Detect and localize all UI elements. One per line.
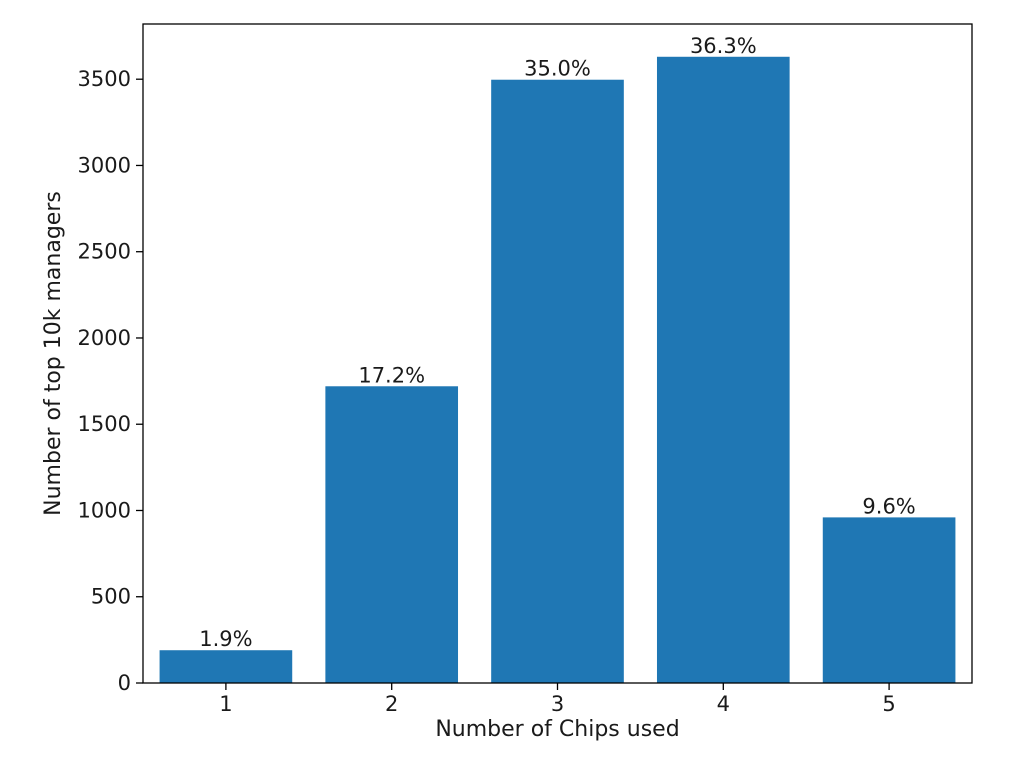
data-label-3: 35.0% — [524, 57, 591, 81]
y-tick-label-0: 0 — [118, 671, 131, 695]
bar-2 — [325, 386, 458, 683]
y-tick-label-2500: 2500 — [78, 240, 131, 264]
data-label-2: 17.2% — [358, 363, 425, 387]
y-tick-label-2000: 2000 — [78, 326, 131, 350]
bar-4 — [657, 57, 790, 683]
data-label-4: 36.3% — [690, 34, 757, 58]
x-tick-label-4: 4 — [717, 692, 730, 716]
y-tick-label-1500: 1500 — [78, 412, 131, 436]
y-axis-title: Number of top 10k managers — [41, 191, 66, 516]
y-tick-label-1000: 1000 — [78, 498, 131, 522]
bar-3 — [491, 80, 624, 683]
x-tick-label-1: 1 — [219, 692, 232, 716]
y-tick-label-3000: 3000 — [78, 153, 131, 177]
y-tick-label-3500: 3500 — [78, 67, 131, 91]
bars-layer — [160, 57, 956, 683]
data-label-5: 9.6% — [862, 494, 915, 518]
x-axis-title: Number of Chips used — [435, 717, 679, 742]
bar-1 — [160, 650, 293, 683]
bar-5 — [823, 517, 956, 683]
data-label-1: 1.9% — [199, 627, 252, 651]
x-tick-label-5: 5 — [882, 692, 895, 716]
x-tick-label-2: 2 — [385, 692, 398, 716]
y-tick-label-500: 500 — [91, 585, 131, 609]
x-tick-label-3: 3 — [551, 692, 564, 716]
